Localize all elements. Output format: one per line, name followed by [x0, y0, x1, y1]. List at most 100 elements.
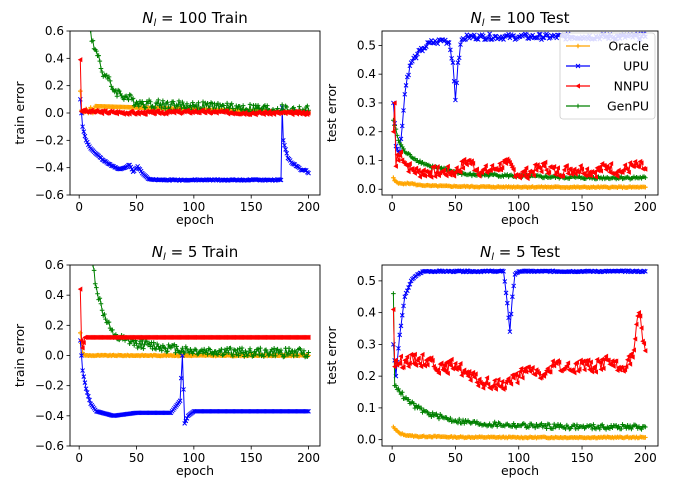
point-upu: [511, 33, 517, 38]
point-genpu: [461, 421, 467, 426]
point-nnpu: [445, 370, 450, 377]
x-tick-label: 50: [129, 451, 144, 465]
series-upu: [77, 96, 311, 183]
point-nnpu: [390, 306, 396, 313]
point-genpu: [275, 106, 280, 111]
point-upu: [480, 33, 486, 39]
point-upu: [516, 34, 522, 40]
point-genpu: [267, 352, 272, 357]
point-upu: [435, 41, 441, 47]
point-upu: [446, 40, 452, 45]
point-nnpu: [451, 173, 457, 179]
title-symbol: N: [142, 9, 153, 27]
y-tick-label: 0.0: [45, 349, 64, 363]
point-upu: [461, 37, 467, 43]
point-upu: [79, 353, 84, 358]
point-genpu: [94, 48, 99, 54]
point-genpu: [138, 101, 144, 107]
legend-entry-genpu: GenPU: [566, 99, 649, 114]
point-nnpu: [593, 174, 598, 180]
x-tick-label: 200: [634, 200, 657, 214]
point-nnpu: [579, 166, 585, 172]
point-genpu: [88, 31, 93, 34]
point-nnpu: [576, 168, 582, 175]
point-nnpu: [642, 348, 648, 354]
point-nnpu: [435, 367, 440, 373]
point-nnpu: [608, 361, 614, 367]
point-nnpu: [518, 172, 524, 179]
point-nnpu: [435, 164, 440, 170]
point-oracle: [78, 88, 83, 94]
point-nnpu: [442, 368, 448, 374]
point-nnpu: [432, 173, 438, 179]
point-genpu: [127, 341, 132, 347]
point-nnpu: [407, 360, 412, 366]
point-genpu: [225, 350, 231, 355]
point-upu: [642, 268, 648, 274]
point-nnpu: [397, 152, 402, 159]
point-upu: [401, 108, 406, 113]
y-tick-label: 0.2: [357, 369, 376, 383]
point-nnpu: [526, 171, 531, 177]
point-upu: [184, 415, 190, 421]
panel-p2: Nl = 100 Test epoch test error 0 50 100 150 200…: [324, 9, 659, 227]
point-nnpu: [445, 163, 450, 169]
point-genpu: [99, 307, 105, 313]
point-upu: [478, 34, 484, 40]
point-nnpu: [300, 109, 305, 115]
point-oracle: [88, 105, 93, 110]
point-upu: [415, 272, 420, 277]
point-genpu: [205, 101, 210, 106]
point-genpu: [284, 104, 290, 110]
point-genpu: [243, 348, 248, 354]
point-nnpu: [149, 108, 155, 114]
panel-title: Nl = 5 Test: [480, 243, 560, 263]
axes-frame: [381, 264, 659, 447]
point-nnpu: [614, 367, 620, 374]
y-tick-label: 0.3: [357, 337, 376, 351]
point-genpu: [300, 351, 306, 357]
point-upu: [87, 397, 92, 403]
point-nnpu: [519, 375, 525, 381]
point-genpu: [511, 421, 516, 426]
point-genpu: [97, 58, 103, 64]
series-genpu: [90, 265, 311, 360]
point-nnpu: [490, 383, 496, 389]
series-upu: [77, 338, 311, 426]
point-nnpu: [460, 165, 466, 171]
point-nnpu: [569, 171, 574, 177]
point-genpu: [168, 345, 174, 351]
point-genpu: [247, 102, 253, 107]
point-upu: [135, 163, 141, 169]
y-tick-label: 0.0: [357, 433, 376, 447]
point-nnpu: [495, 167, 501, 173]
point-upu: [85, 393, 91, 399]
point-genpu: [407, 152, 413, 157]
point-nnpu: [418, 169, 424, 175]
point-upu: [398, 323, 404, 329]
point-upu: [305, 408, 310, 414]
point-nnpu: [395, 157, 401, 164]
point-nnpu: [461, 156, 467, 163]
point-nnpu: [606, 165, 611, 172]
point-nnpu: [481, 166, 487, 173]
point-nnpu: [143, 111, 148, 117]
x-tick-label: 100: [182, 200, 205, 214]
x-tick-label: 0: [388, 451, 396, 465]
point-genpu: [142, 341, 147, 347]
point-nnpu: [447, 362, 453, 368]
title-subscript: l: [163, 252, 166, 263]
y-tick-label: 0.0: [45, 106, 64, 120]
title-subscript: l: [491, 252, 494, 263]
point-nnpu: [511, 167, 516, 173]
point-genpu: [141, 346, 146, 351]
point-nnpu: [614, 173, 620, 179]
point-nnpu: [584, 362, 590, 368]
point-genpu: [239, 345, 245, 351]
legend-marker: [575, 83, 580, 89]
y-axis-label: train error: [12, 80, 27, 144]
point-genpu: [264, 103, 270, 108]
point-nnpu: [431, 163, 436, 170]
point-nnpu: [542, 159, 548, 165]
point-genpu: [121, 97, 127, 102]
